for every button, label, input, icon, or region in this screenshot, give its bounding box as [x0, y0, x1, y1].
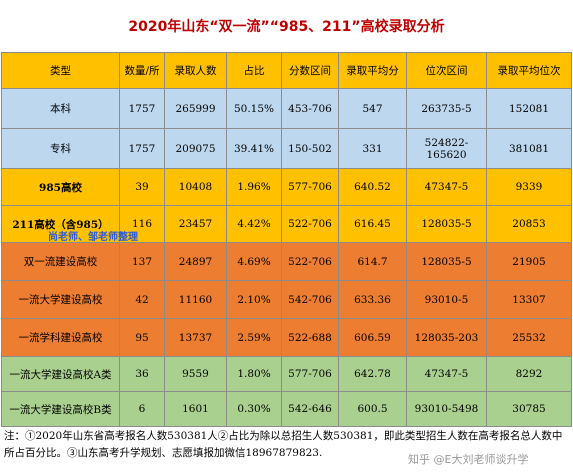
table-cell: 542-706 [281, 280, 339, 319]
table-cell: 640.52 [338, 168, 407, 206]
table-row: 211高校（含985） 116 23457 4.42% 522-706 616.45 128… [1, 205, 572, 243]
table-cell: 2.59% [226, 318, 282, 357]
table-cell: 8292 [486, 356, 572, 392]
table-cell: 21905 [486, 242, 572, 281]
table-cell: 616.45 [338, 205, 407, 243]
table-cell: 42 [119, 280, 165, 319]
table-cell: 36 [119, 356, 165, 392]
table-row: 一流大学建设高校A类 36 9559 1.80% 577-706 642.78 47347-… [1, 356, 572, 392]
table-cell: 577-706 [281, 168, 339, 206]
table-cell: 128035-5 [406, 205, 487, 243]
table-cell: 6 [119, 391, 165, 427]
table-cell: 1601 [164, 391, 227, 427]
table-cell: 1.80% [226, 356, 282, 392]
table-cell: 13307 [486, 280, 572, 319]
table-cell: 542-646 [281, 391, 339, 427]
table-cell: 128035-203 [406, 318, 487, 357]
table-cell: 522-706 [281, 205, 339, 243]
table-cell: 39 [119, 168, 165, 206]
table-cell: 24897 [164, 242, 227, 281]
table-cell: 985高校 [1, 168, 120, 206]
table-cell: 614.7 [338, 242, 407, 281]
table-cell: 95 [119, 318, 165, 357]
table-cell: 1.96% [226, 168, 282, 206]
table-cell: 47347-5 [406, 356, 487, 392]
table: 类型 数量/所 录取人数 占比 分数区间 录取平均分 位次区间 录取平均位次 本科 1757 26… [1, 52, 572, 427]
column-header: 数量/所 [119, 52, 165, 89]
table-cell: 13737 [164, 318, 227, 357]
table-cell: 209075 [164, 128, 227, 169]
table-cell: 606.59 [338, 318, 407, 357]
table-cell: 4.42% [226, 205, 282, 243]
table-body: 本科 1757 265999 50.15% 453-706 547 263735-5 1520… [1, 88, 572, 427]
table-row: 一流大学建设高校B类 6 1601 0.30% 542-646 600.5 93010-54… [1, 391, 572, 427]
column-header: 录取平均位次 [486, 52, 572, 89]
column-header: 录取平均分 [338, 52, 407, 89]
table-row: 专科 1757 209075 39.41% 150-502 331 524822-16562… [1, 128, 572, 169]
table-cell: 一流大学建设高校 [1, 280, 120, 319]
table-row: 985高校 39 10408 1.96% 577-706 640.52 47347-5 933… [1, 168, 572, 206]
column-header: 位次区间 [406, 52, 487, 89]
table-cell: 577-706 [281, 356, 339, 392]
table-cell: 专科 [1, 128, 120, 169]
table-cell: 一流学科建设高校 [1, 318, 120, 357]
table-cell: 547 [338, 88, 407, 129]
table-cell: 93010-5 [406, 280, 487, 319]
watermark: 知乎 @E大刘老师谈升学 [408, 453, 529, 466]
table-cell: 一流大学建设高校B类 [1, 391, 120, 427]
table-cell: 2.10% [226, 280, 282, 319]
table-cell: 39.41% [226, 128, 282, 169]
table-cell: 600.5 [338, 391, 407, 427]
table-row: 双一流建设高校 137 24897 4.69% 522-706 614.7 128035-5… [1, 242, 572, 281]
table-cell: 双一流建设高校 [1, 242, 120, 281]
table-cell: 25532 [486, 318, 572, 357]
table-row: 本科 1757 265999 50.15% 453-706 547 263735-5 1520… [1, 88, 572, 129]
table-cell: 47347-5 [406, 168, 487, 206]
table-cell: 211高校（含985） [1, 205, 120, 243]
table-cell: 20853 [486, 205, 572, 243]
column-header: 分数区间 [281, 52, 339, 89]
table-cell: 633.36 [338, 280, 407, 319]
table-cell: 128035-5 [406, 242, 487, 281]
table-row: 一流学科建设高校 95 13737 2.59% 522-688 606.59 128035-… [1, 318, 572, 357]
table-cell: 9339 [486, 168, 572, 206]
table-cell: 522-688 [281, 318, 339, 357]
table-cell: 11160 [164, 280, 227, 319]
table-cell: 263735-5 [406, 88, 487, 129]
table-cell: 642.78 [338, 356, 407, 392]
table-cell: 381081 [486, 128, 572, 169]
column-header: 占比 [226, 52, 282, 89]
table-cell: 1757 [119, 128, 165, 169]
table-cell: 10408 [164, 168, 227, 206]
column-header: 类型 [1, 52, 120, 89]
watermark: 尚老师、邹老师整理 [48, 232, 138, 243]
table-cell: 522-706 [281, 242, 339, 281]
table-cell: 50.15% [226, 88, 282, 129]
table-cell: 93010-5498 [406, 391, 487, 427]
table-cell: 331 [338, 128, 407, 169]
table-cell: 137 [119, 242, 165, 281]
header-row: 类型 数量/所 录取人数 占比 分数区间 录取平均分 位次区间 录取平均位次 [1, 52, 572, 89]
table-cell: 30785 [486, 391, 572, 427]
column-header: 录取人数 [164, 52, 227, 89]
table-cell: 524822-165620 [406, 128, 487, 169]
table-cell: 150-502 [281, 128, 339, 169]
table-cell: 一流大学建设高校A类 [1, 356, 120, 392]
table-row: 一流大学建设高校 42 11160 2.10% 542-706 633.36 93010-5… [1, 280, 572, 319]
footnote: 注：①2020年山东省高考报名人数530381人②占比为除以总招生人数53038… [4, 430, 563, 459]
table-cell: 本科 [1, 88, 120, 129]
table-header: 类型 数量/所 录取人数 占比 分数区间 录取平均分 位次区间 录取平均位次 [1, 52, 572, 89]
title: 2020年山东“双一流”“985、211”高校录取分析 [128, 19, 445, 35]
table-cell: 453-706 [281, 88, 339, 129]
table-cell: 265999 [164, 88, 227, 129]
table-cell: 9559 [164, 356, 227, 392]
table-cell: 0.30% [226, 391, 282, 427]
table-cell: 152081 [486, 88, 572, 129]
table-cell: 4.69% [226, 242, 282, 281]
table-cell: 1757 [119, 88, 165, 129]
table-cell: 23457 [164, 205, 227, 243]
